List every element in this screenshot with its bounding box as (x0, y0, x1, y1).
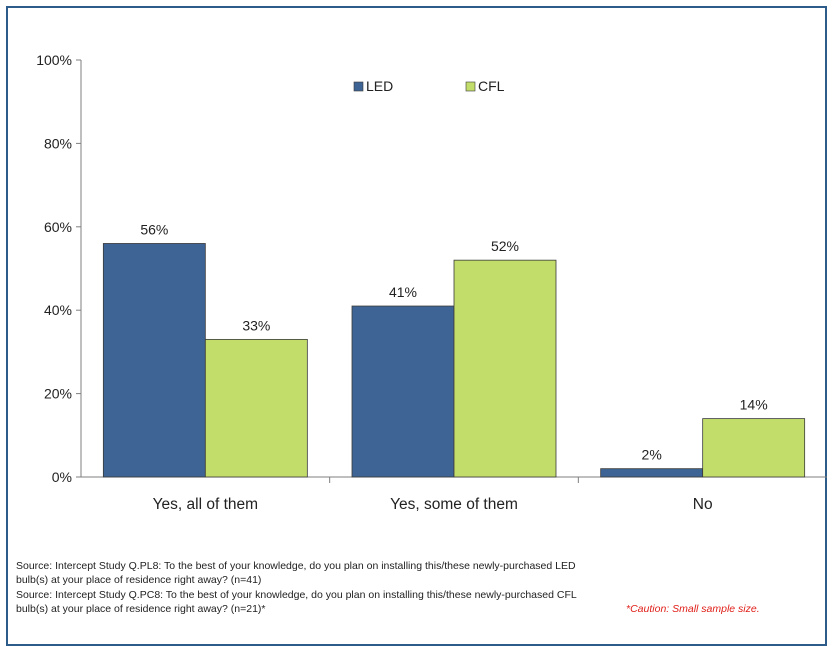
y-tick-label: 0% (52, 469, 72, 485)
y-tick-label: 20% (44, 386, 72, 402)
caution-note: *Caution: Small sample size. (626, 603, 760, 615)
data-label: 56% (140, 221, 168, 237)
x-category-label: Yes, some of them (390, 496, 518, 513)
source-note-led-line2: bulb(s) at your place of residence right… (16, 574, 262, 586)
x-category-label: Yes, all of them (153, 496, 258, 513)
source-note-cfl-line2: bulb(s) at your place of residence right… (16, 602, 816, 616)
y-tick-label: 100% (36, 52, 72, 68)
bar-cfl (204, 338, 308, 478)
data-label: 41% (389, 284, 417, 300)
legend-swatch-led (353, 81, 364, 92)
y-tick-label: 60% (44, 219, 72, 235)
bar-led (351, 305, 455, 478)
bar-led (102, 243, 206, 478)
data-label: 14% (740, 397, 768, 413)
legend-label-led: LED (366, 78, 393, 94)
legend-swatch-cfl (465, 81, 476, 92)
data-label: 52% (491, 238, 519, 254)
source-note-cfl-line2-text: bulb(s) at your place of residence right… (16, 603, 266, 615)
legend-label-cfl: CFL (478, 78, 505, 94)
bar-led (600, 468, 704, 478)
bar-cfl (453, 259, 557, 478)
x-category-label: No (693, 496, 713, 513)
y-tick-label: 80% (44, 135, 72, 151)
source-note-led-line1: Source: Intercept Study Q.PL8: To the be… (16, 560, 576, 572)
bar-cfl (702, 418, 806, 478)
y-tick-label: 40% (44, 302, 72, 318)
bar-chart: 0% 20% 40% 60% 80% 100% 56% 33% Yes, all of them… (36, 52, 827, 513)
data-label: 2% (642, 447, 662, 463)
source-note-cfl-line1: Source: Intercept Study Q.PC8: To the be… (16, 589, 577, 601)
data-label: 33% (242, 317, 270, 333)
